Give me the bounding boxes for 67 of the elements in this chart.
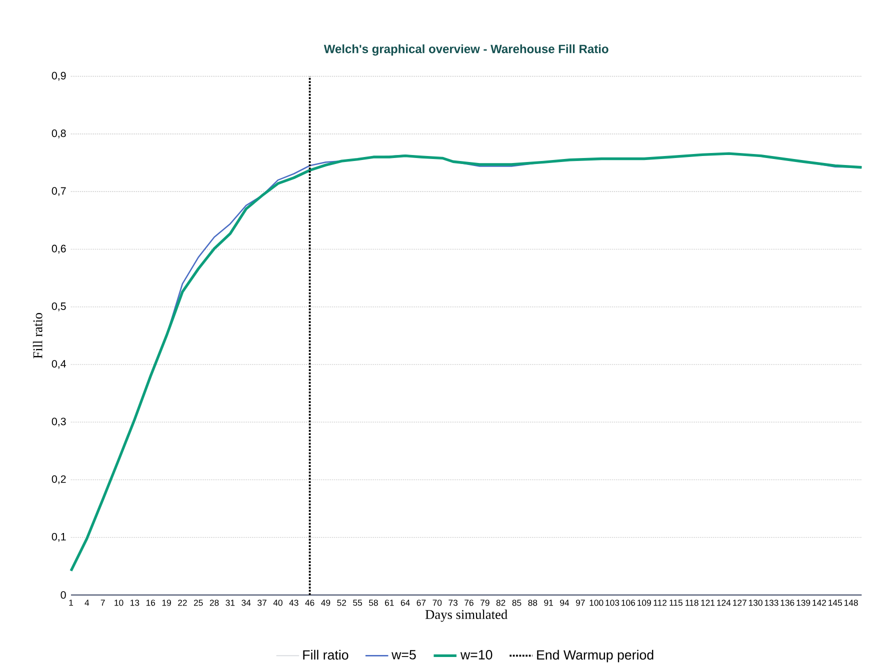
x-tick-label: 100 — [590, 600, 604, 606]
x-tick-label: 76 — [464, 600, 474, 606]
x-tick-label: 61 — [385, 600, 394, 606]
x-tick-label: 28 — [210, 600, 219, 606]
x-tick-label: 82 — [496, 600, 506, 606]
y-tick-label: 0,7 — [52, 187, 66, 196]
x-tick-label: 34 — [242, 600, 251, 606]
x-tick-label: 46 — [305, 600, 314, 606]
x-tick-label: 124 — [717, 600, 731, 606]
x-tick-label: 115 — [670, 600, 682, 606]
x-tick-label: 73 — [448, 600, 458, 606]
y-tick-label: 0,4 — [52, 360, 66, 369]
x-tick-label: 67 — [416, 600, 426, 606]
x-tick-label: 97 — [576, 600, 585, 606]
chart-title: Welch's graphical overview - Warehouse Fill Ratio — [324, 44, 608, 56]
legend-label: End Warmup period — [537, 650, 654, 662]
x-tick-label: 49 — [321, 600, 330, 606]
y-tick-label: 0 — [60, 591, 66, 599]
x-tick-label: 13 — [130, 600, 140, 606]
x-tick-label: 139 — [796, 600, 810, 606]
y-tick-label: 0,8 — [52, 130, 66, 138]
x-tick-label: 7 — [100, 600, 105, 606]
y-tick-label: 0,5 — [52, 302, 66, 312]
x-tick-label: 52 — [337, 600, 346, 606]
x-tick-label: 133 — [764, 600, 778, 606]
x-tick-label: 148 — [844, 600, 858, 606]
x-tick-label: 94 — [560, 600, 570, 606]
x-tick-label: 16 — [146, 600, 156, 606]
x-tick-label: 31 — [226, 600, 235, 606]
x-tick-label: 10 — [114, 600, 124, 606]
x-tick-label: 145 — [828, 600, 842, 606]
y-tick-label: 0,1 — [52, 532, 66, 542]
x-tick-label: 40 — [273, 600, 282, 606]
y-tick-label: 0,9 — [52, 72, 66, 81]
x-tick-label: 37 — [258, 600, 266, 606]
x-tick-label: 91 — [544, 600, 553, 606]
x-tick-label: 79 — [480, 600, 490, 606]
x-tick-label: 22 — [178, 600, 187, 606]
x-tick-label: 127 — [733, 600, 746, 606]
x-tick-label: 88 — [528, 600, 538, 606]
y-tick-label: 0,3 — [52, 418, 66, 426]
y-tick-label: 0,6 — [52, 244, 66, 254]
x-tick-label: 4 — [84, 600, 90, 606]
x-tick-label: 118 — [686, 600, 698, 606]
x-tick-label: 43 — [289, 600, 298, 606]
x-tick-label: 112 — [654, 600, 666, 606]
x-tick-label: 106 — [622, 600, 636, 606]
y-axis-title: Fill ratio — [32, 313, 42, 358]
x-tick-label: 85 — [512, 600, 522, 606]
legend-label: w=10 — [460, 650, 492, 660]
x-tick-label: 136 — [780, 600, 794, 606]
x-tick-label: 25 — [194, 600, 203, 606]
x-tick-label: 64 — [400, 600, 410, 606]
x-tick-label: 130 — [748, 600, 762, 606]
x-tick-label: 19 — [162, 600, 171, 606]
legend-label: Fill ratio — [303, 650, 348, 660]
x-tick-label: 121 — [701, 600, 715, 606]
x-tick-label: 1 — [69, 600, 73, 606]
x-axis-title: Days simulated — [425, 610, 508, 622]
x-tick-label: 70 — [432, 600, 442, 606]
x-tick-label: 142 — [812, 600, 826, 606]
x-tick-label: 55 — [353, 600, 362, 606]
x-tick-label: 58 — [369, 600, 378, 606]
legend-label: w=5 — [392, 650, 416, 660]
x-tick-label: 109 — [638, 600, 651, 606]
x-tick-label: 103 — [606, 600, 620, 606]
y-tick-label: 0,2 — [52, 475, 66, 484]
